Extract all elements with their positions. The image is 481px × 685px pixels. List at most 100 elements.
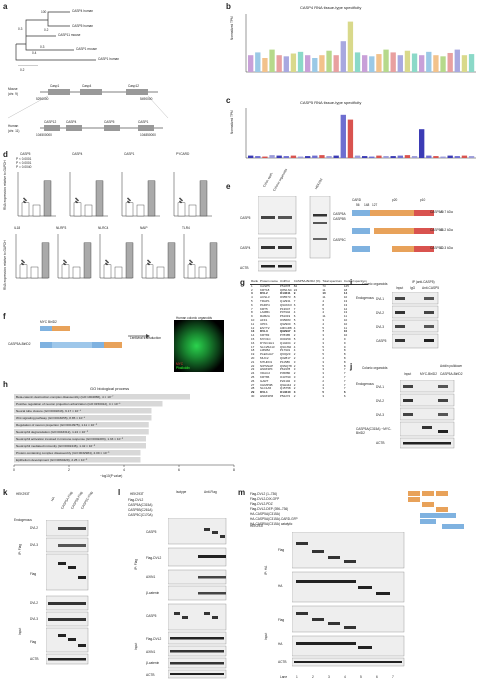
go-title: GO biological process [90, 386, 130, 391]
dot [106, 260, 108, 263]
tissue-bar [433, 156, 439, 158]
lane-number: 5 [360, 675, 362, 679]
tissue-bar [376, 155, 382, 158]
dot [75, 197, 77, 200]
tree-leaf: CASP5 human [72, 24, 94, 28]
blot-row: DVL2 [30, 601, 38, 605]
table-cell: Q92997 [279, 329, 291, 334]
table-row: 28 SLC1A5 Q15758 2 3 7 [250, 387, 368, 391]
table-cell: VDAC2 [260, 371, 271, 376]
blot-row: HA [278, 584, 283, 588]
band-label: CASP4 [240, 246, 251, 250]
arrow-label: Lentiviral transduction [130, 336, 162, 340]
go-bar [14, 457, 141, 463]
tissue-bar [397, 155, 403, 158]
table-cell: 20 [251, 355, 255, 360]
dot [129, 199, 131, 202]
cell-line: HEK293T [250, 524, 264, 528]
blot-row: β-catenin [146, 591, 160, 595]
dot [147, 259, 149, 262]
blot-row: DVL2 [376, 311, 384, 315]
blot-row: ACTB [30, 657, 39, 661]
table-row: 12 ESYT2 A0FGR8 4 5 11 [250, 326, 368, 331]
table-cell: 7 [343, 371, 346, 376]
tissue-bar [319, 55, 325, 72]
table-cell: O00159 [279, 336, 291, 341]
panel-k-label: k [3, 488, 8, 497]
dot [21, 262, 23, 265]
tree-leaf: CASP1 human [98, 57, 120, 61]
gene-loci [8, 89, 169, 131]
table-cell: 6 [343, 393, 346, 398]
tissue-bar [354, 52, 361, 72]
panel-c-ylabel: Normalized TPM [230, 110, 234, 134]
tissue-bar [248, 155, 254, 158]
tissue-bar [326, 50, 332, 72]
table-cell: CASP5 [260, 283, 270, 288]
dot [25, 199, 27, 202]
table-cell: 11 [343, 314, 348, 319]
panel-j-blots [400, 380, 455, 449]
bar [84, 204, 93, 217]
table-cell: 11 [251, 321, 255, 326]
table-cell: Q15758 [279, 386, 291, 391]
blot-col: IgG [410, 286, 416, 290]
table-cell: KRT18 [260, 287, 270, 292]
blot-row: DVL3 [376, 413, 384, 417]
table-cell: 4 [322, 355, 325, 360]
table-row: 22 NIPSNAP Q9NQ78 2 5 8 [250, 364, 368, 369]
section-label: IP: HA [264, 565, 268, 575]
construct-1: MYC BirID2 [40, 320, 57, 324]
tissue-bar [376, 54, 382, 72]
table-cell: AFF1 [260, 317, 268, 322]
table-cell: O14641 [279, 291, 291, 296]
table-cell: 5 [322, 306, 325, 311]
panel-c-title: CASP5 RNA tissue-type specificity [300, 100, 362, 105]
table-cell: 9 [343, 336, 346, 341]
tissue-bar [362, 156, 368, 158]
condition: Flag-DVL2-DEP (396–736) [250, 507, 289, 511]
table-cell: 7 [251, 306, 253, 311]
table-cell: 11 [322, 295, 326, 300]
table-cell: 2 [293, 371, 296, 376]
table-row: 3 DVL2 O14641 9 10 14 [250, 292, 368, 296]
table-cell: HNRNPM [260, 393, 274, 398]
go-term-label: Beta-catenin destruction complex disasse… [16, 395, 113, 399]
table-row: 5 TRAP1 Q12931 7 4 13 [250, 298, 368, 304]
table-cell: 6 [251, 302, 253, 307]
tree-leaf: CASP1 mouse [76, 47, 97, 51]
condition: Flag-DVL2 (1–736) [250, 492, 278, 496]
table-cell: 2 [293, 340, 296, 345]
panel-l-label: l [118, 488, 121, 497]
tissue-bar [447, 155, 453, 158]
table-cell: 3 [322, 348, 325, 353]
x-tick-label: 4 [123, 468, 125, 472]
condition: Flag-DVL2-PDZ [250, 502, 273, 506]
bar [21, 202, 30, 217]
table-cell: 17 [251, 344, 255, 349]
gene-label: Casp12 [128, 84, 139, 88]
table-cell: 5 [293, 317, 296, 322]
table-cell: 24 [293, 287, 298, 292]
table-cell: DYNC1H1 [260, 340, 275, 345]
blot-row: DVL2 [30, 526, 38, 530]
blot-row: CASP5 [376, 339, 387, 343]
section-label: Input [18, 627, 22, 635]
blot-row: Flag [30, 572, 37, 576]
table-cell: 4 [322, 374, 325, 379]
table-cell: 2 [293, 386, 296, 391]
go-term-label: Neutrophil degranulation (GO:0043312), 1… [16, 430, 89, 434]
table-cell: 2 [293, 382, 296, 387]
tissue-bar [411, 53, 418, 72]
dot [76, 198, 78, 201]
table-cell: 7 [293, 306, 296, 311]
table-cell: 13 [343, 310, 348, 315]
table-cell: 4 [322, 298, 325, 303]
x-tick-label: 0 [13, 468, 15, 472]
domain-label: p10 [420, 198, 426, 202]
table-cell: 8 [322, 302, 325, 307]
domain-label: CARD [352, 198, 362, 202]
table-cell: DVL1 [260, 390, 268, 395]
go-bar [14, 443, 146, 449]
blot-col: Input [396, 286, 404, 290]
